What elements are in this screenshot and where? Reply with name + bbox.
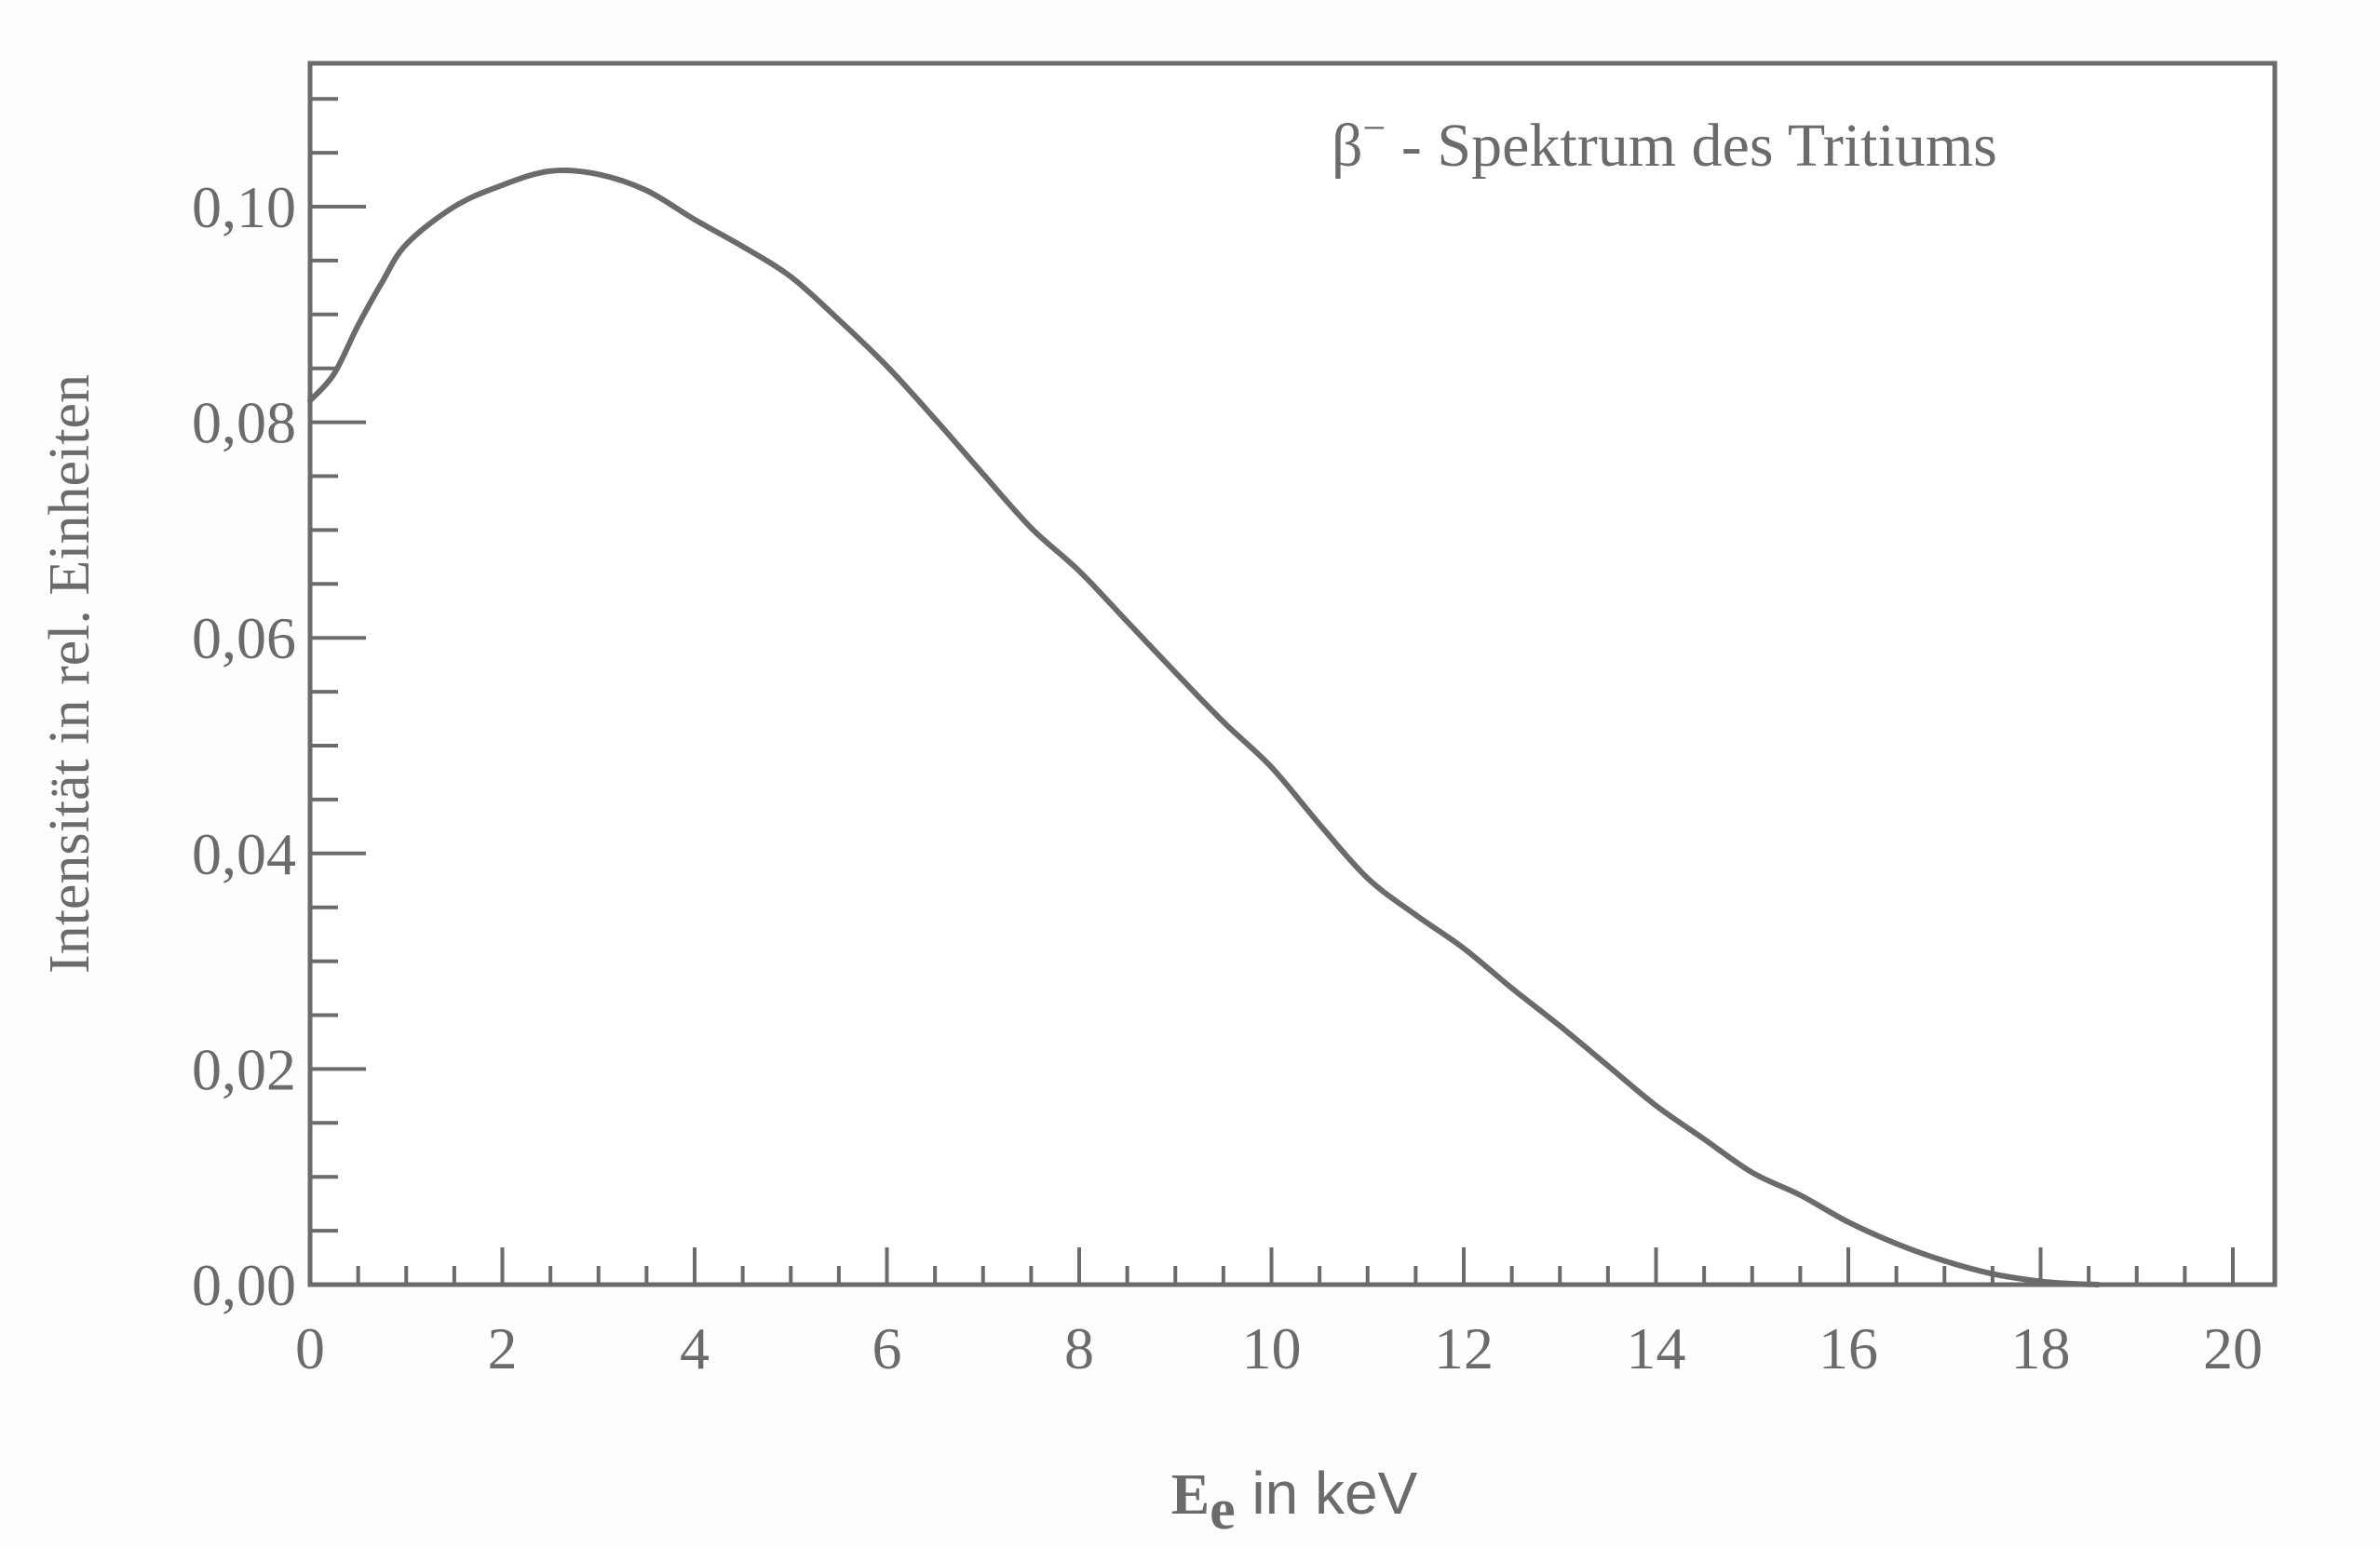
- y-tick-labels: 0,00 0,02 0,04 0,06 0,08 0,10: [192, 174, 296, 1318]
- y-tick-label: 0,06: [192, 605, 296, 671]
- y-tick-label: 0,10: [192, 174, 296, 240]
- plot-frame: [307, 61, 2278, 1287]
- x-tick-labels: 0 2 4 6 8 10 12 14 16 18 20: [295, 1315, 2263, 1381]
- spectrum-curve: [307, 168, 2102, 1287]
- x-tick-label: 0: [295, 1315, 325, 1381]
- y-tick-label: 0,00: [192, 1252, 296, 1318]
- x-tick-label: 12: [1434, 1315, 1494, 1381]
- x-tick-label: 18: [2011, 1315, 2071, 1381]
- y-tick-label: 0,02: [192, 1036, 296, 1102]
- y-axis-title: Intensität in rel. Einheiten: [38, 374, 101, 974]
- x-tick-label: 16: [1819, 1315, 1878, 1381]
- y-tick-label: 0,04: [192, 821, 296, 887]
- axis-ticks: [308, 97, 2235, 1286]
- chart-annotation: β− - Spektrum des Tritiums: [1332, 105, 1997, 180]
- x-tick-label: 8: [1064, 1315, 1094, 1381]
- x-tick-label: 2: [488, 1315, 518, 1381]
- x-axis-title: Ee in keV: [1171, 1460, 1418, 1542]
- x-tick-label: 6: [872, 1315, 902, 1381]
- x-tick-label: 10: [1242, 1315, 1302, 1381]
- y-tick-label: 0,08: [192, 390, 296, 456]
- x-tick-label: 4: [680, 1315, 710, 1381]
- x-tick-label: 20: [2203, 1315, 2263, 1381]
- plot-area: [310, 63, 2275, 1285]
- x-tick-label: 14: [1627, 1315, 1686, 1381]
